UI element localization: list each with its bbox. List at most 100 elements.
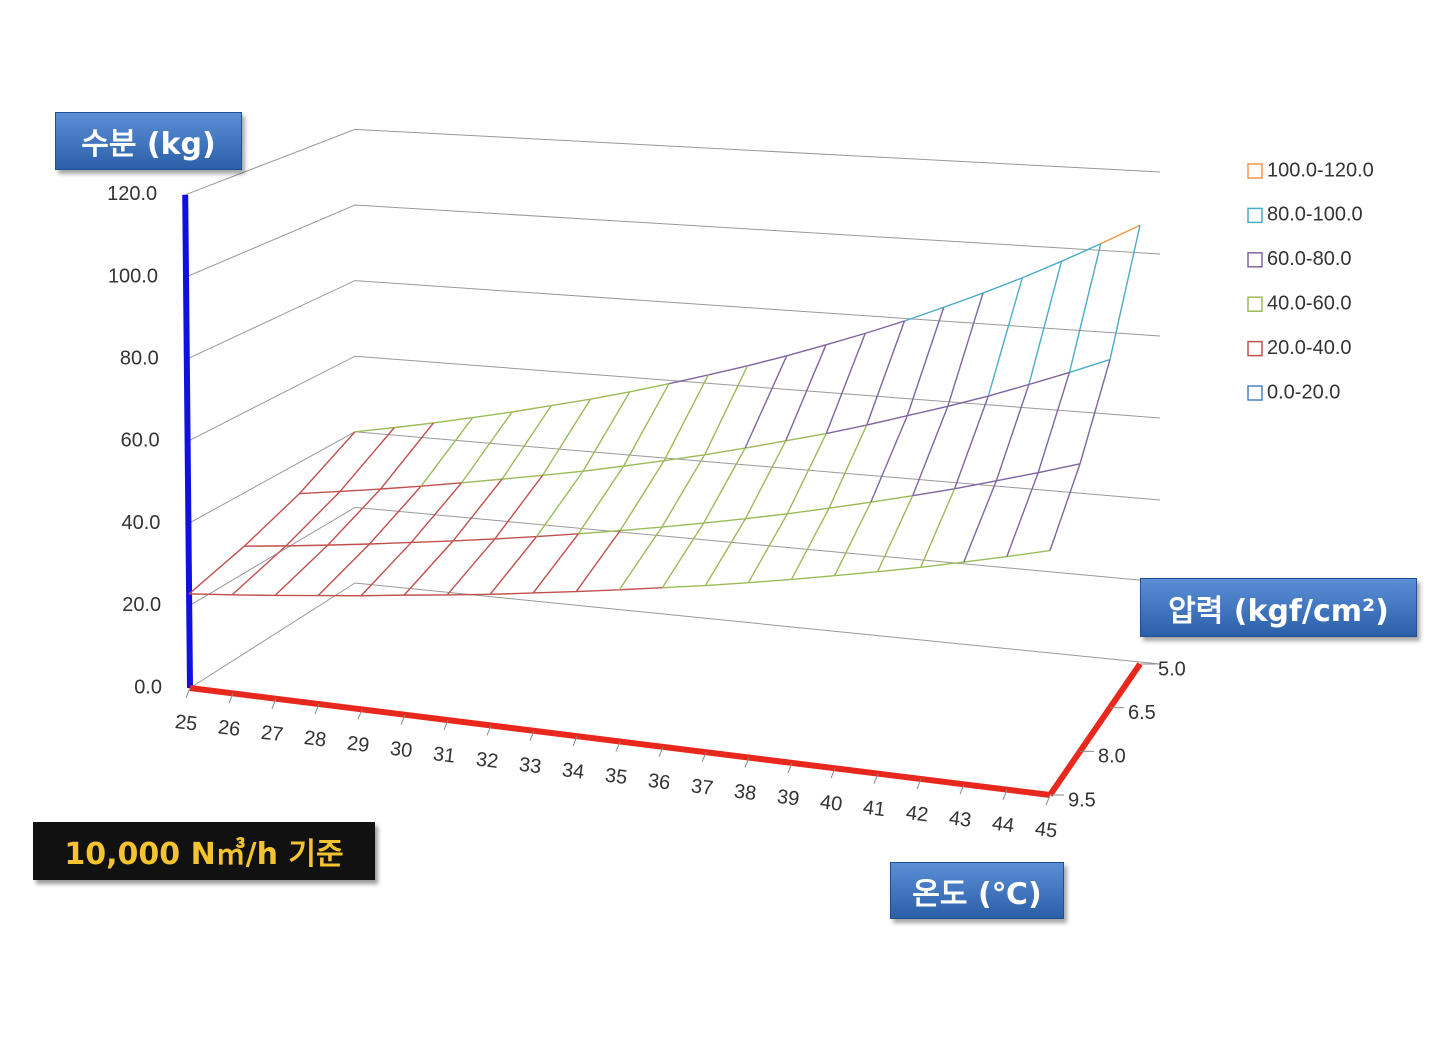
x-tick bbox=[486, 725, 492, 736]
surface-edge bbox=[501, 405, 552, 480]
x-tick bbox=[916, 778, 922, 790]
surface-edge bbox=[576, 589, 620, 593]
surface-edge bbox=[327, 488, 382, 546]
x-tick bbox=[658, 746, 664, 758]
legend-label: 0.0-20.0 bbox=[1267, 381, 1340, 403]
x-tick bbox=[443, 719, 449, 731]
surface-edge bbox=[1038, 463, 1081, 474]
surface-edge bbox=[189, 593, 233, 596]
surface-edge bbox=[988, 383, 1030, 397]
legend-swatch bbox=[1247, 340, 1263, 357]
depth-tick-label: 9.5 bbox=[1068, 789, 1096, 811]
x-tick bbox=[830, 768, 836, 779]
grid-line bbox=[187, 355, 1161, 442]
surface-edge bbox=[982, 277, 1023, 294]
surface-edge bbox=[866, 415, 908, 426]
surface-edge bbox=[947, 395, 989, 408]
surface-edge bbox=[744, 355, 788, 449]
surface-edge bbox=[747, 355, 787, 367]
z-tick-label: 80.0 bbox=[120, 347, 159, 369]
surface-edge bbox=[785, 432, 827, 442]
surface-edge bbox=[828, 501, 871, 509]
z-tick-label: 20.0 bbox=[122, 594, 161, 616]
surface-edge bbox=[299, 431, 356, 494]
surface-edge bbox=[274, 544, 329, 596]
surface-edge bbox=[963, 480, 997, 563]
surface-edge bbox=[575, 530, 621, 593]
surface-edge bbox=[461, 411, 513, 484]
surface-edge bbox=[1061, 243, 1102, 262]
surface-edge bbox=[826, 424, 867, 435]
surface-edge bbox=[618, 526, 663, 591]
x-tick-label: 35 bbox=[604, 765, 629, 790]
x-tick-label: 37 bbox=[690, 775, 715, 800]
surface-edge bbox=[536, 470, 584, 537]
x-tick bbox=[959, 784, 965, 795]
surface-edge bbox=[786, 433, 827, 515]
grid-line bbox=[188, 506, 1161, 607]
surface-edge bbox=[661, 522, 704, 528]
surface-edge bbox=[285, 490, 341, 547]
surface-edge bbox=[996, 471, 1039, 482]
surface-edge bbox=[748, 578, 792, 584]
surface-edge bbox=[299, 490, 341, 495]
grid-line bbox=[185, 128, 1161, 196]
surface-edge bbox=[661, 454, 706, 528]
surface-edge bbox=[532, 533, 579, 594]
grid-line bbox=[185, 204, 1161, 278]
x-tick-label: 26 bbox=[217, 716, 242, 741]
surface-edge bbox=[904, 306, 944, 322]
surface-edge bbox=[577, 465, 625, 535]
x-axis-label: 온도 (℃) bbox=[890, 862, 1064, 919]
surface-edge bbox=[825, 332, 866, 346]
surface-edge bbox=[906, 307, 945, 416]
surface-edge bbox=[536, 533, 579, 538]
z-tick-label: 120.0 bbox=[107, 183, 157, 205]
surface-edge bbox=[380, 422, 435, 490]
surface-edge bbox=[447, 593, 491, 596]
z-tick-label: 60.0 bbox=[121, 430, 160, 452]
x-tick bbox=[185, 687, 191, 699]
surface-edge bbox=[870, 415, 908, 503]
surface-edge bbox=[834, 570, 878, 577]
surface-edge bbox=[963, 555, 1007, 563]
x-tick-label: 29 bbox=[346, 732, 371, 757]
surface-edge bbox=[870, 495, 913, 503]
surface-edge bbox=[791, 575, 835, 581]
surface-edge bbox=[403, 540, 454, 596]
surface-edge bbox=[629, 382, 670, 393]
surface-edge bbox=[703, 447, 746, 524]
surface-edge bbox=[954, 480, 997, 490]
surface-edge bbox=[987, 277, 1023, 397]
surface-edge bbox=[866, 320, 906, 426]
z-tick-label: 100.0 bbox=[108, 265, 158, 287]
surface-edge bbox=[1028, 261, 1063, 385]
x-tick-label: 28 bbox=[303, 727, 328, 752]
x-tick-label: 30 bbox=[389, 738, 414, 763]
z-axis bbox=[182, 194, 193, 689]
surface-edge bbox=[745, 513, 788, 520]
legend-label: 20.0-40.0 bbox=[1267, 337, 1352, 359]
surface-edge bbox=[453, 538, 495, 542]
legend-label: 60.0-80.0 bbox=[1267, 248, 1352, 270]
surface-edge bbox=[360, 541, 412, 597]
legend-label: 80.0-100.0 bbox=[1267, 204, 1363, 226]
surface-edge bbox=[369, 541, 412, 545]
x-tick bbox=[1002, 789, 1008, 800]
surface-edge bbox=[502, 474, 543, 480]
x-tick-label: 32 bbox=[475, 748, 500, 773]
surface-edge bbox=[354, 426, 395, 433]
z-tick-label: 40.0 bbox=[121, 512, 160, 534]
legend-swatch bbox=[1247, 296, 1263, 312]
x-tick bbox=[744, 757, 750, 768]
surface-edge bbox=[578, 529, 621, 535]
surface-edge bbox=[877, 566, 921, 573]
depth-tick-label: 5.0 bbox=[1158, 658, 1186, 680]
surface-edge bbox=[551, 398, 591, 407]
x-tick-label: 42 bbox=[905, 802, 930, 827]
x-tick bbox=[228, 693, 234, 704]
surface-edge bbox=[231, 545, 287, 596]
surface-edge bbox=[472, 411, 513, 419]
x-tick-label: 34 bbox=[561, 759, 586, 784]
